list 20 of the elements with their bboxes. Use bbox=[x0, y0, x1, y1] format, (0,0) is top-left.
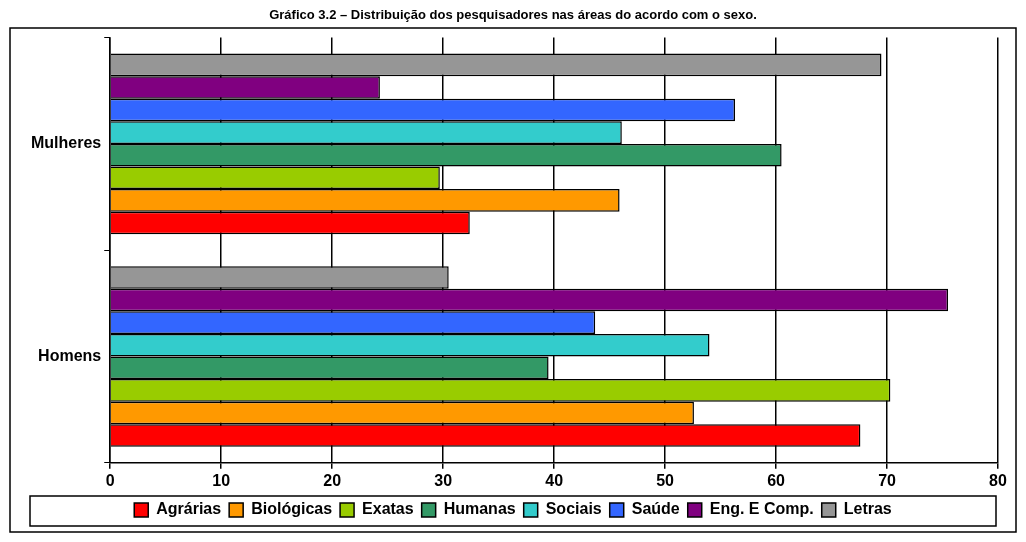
x-tick-label: 40 bbox=[545, 471, 564, 489]
x-tick-label: 70 bbox=[878, 471, 897, 489]
y-tick-label: Homens bbox=[38, 346, 102, 364]
x-tick-label: 50 bbox=[656, 471, 675, 489]
y-tick-label: Mulheres bbox=[30, 134, 102, 152]
legend-label: Agrárias bbox=[156, 500, 222, 518]
legend-label: Letras bbox=[843, 500, 892, 518]
x-tick-label: 60 bbox=[767, 471, 786, 489]
legend-label: Biológicas bbox=[251, 500, 333, 518]
x-tick-label: 10 bbox=[212, 471, 231, 489]
chart-title: Gráfico 3.2 – Distribuição dos pesquisadores nas áreas do acordo com o sexo. bbox=[269, 7, 757, 23]
legend-label: Eng. E Comp. bbox=[709, 500, 814, 518]
legend-label: Exatas bbox=[362, 500, 414, 518]
legend-label: Humanas bbox=[443, 500, 516, 518]
x-tick-label: 0 bbox=[105, 471, 115, 489]
legend-label: Sociais bbox=[545, 500, 602, 518]
legend-label: Saúde bbox=[631, 500, 680, 518]
x-tick-label: 80 bbox=[989, 471, 1007, 489]
x-tick-label: 30 bbox=[434, 471, 453, 489]
x-tick-label: 20 bbox=[323, 471, 342, 489]
